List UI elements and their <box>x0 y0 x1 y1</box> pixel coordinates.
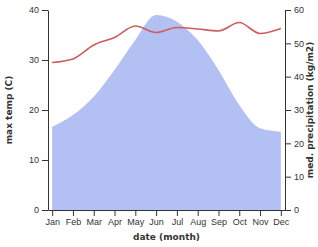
tick-mark <box>42 60 48 61</box>
tick: 20 <box>285 139 304 149</box>
tick-mark <box>285 43 291 44</box>
tick-label: Jan <box>45 217 60 227</box>
tick-mark <box>156 210 157 216</box>
tick: Mar <box>86 210 102 227</box>
tick: Oct <box>233 210 248 227</box>
precipitation-area <box>52 15 281 210</box>
tick-label: Jul <box>172 217 184 227</box>
tick: May <box>127 210 145 227</box>
tick-mark <box>285 77 291 78</box>
tick-label: Dec <box>273 217 290 227</box>
tick-label: 0 <box>34 205 39 215</box>
y-axis: 0 10 20 30 40 <box>29 5 49 215</box>
tick-mark <box>42 210 48 211</box>
tick-label: 40 <box>29 5 39 15</box>
tick-mark <box>42 110 48 111</box>
tick-label: Feb <box>66 217 82 227</box>
tick: Aug <box>190 210 206 227</box>
tick-label: 10 <box>29 155 39 165</box>
tick-mark <box>260 210 261 216</box>
tick: 20 <box>29 105 48 115</box>
tick-label: 0 <box>294 205 299 215</box>
tick-label: Sep <box>211 217 227 227</box>
tick: 30 <box>29 55 48 65</box>
tick-mark <box>239 210 240 216</box>
tick: 40 <box>29 5 48 15</box>
temperature-line <box>52 23 281 63</box>
tick-label: Oct <box>233 217 248 227</box>
tick: 30 <box>285 105 304 115</box>
tick-mark <box>281 210 282 216</box>
tick: 10 <box>285 172 304 182</box>
tick-label: 50 <box>294 39 304 49</box>
tick-mark <box>218 210 219 216</box>
tick-label: 30 <box>29 55 39 65</box>
tick: Dec <box>273 210 290 227</box>
tick-label: Aug <box>190 217 206 227</box>
tick-mark <box>115 210 116 216</box>
plot-area <box>52 15 281 210</box>
tick: Jan <box>45 210 60 227</box>
tick-mark <box>198 210 199 216</box>
tick-mark <box>177 210 178 216</box>
tick-label: Nov <box>253 217 270 227</box>
tick: 0 <box>34 205 48 215</box>
tick-label: 10 <box>294 172 304 182</box>
tick: 60 <box>285 5 304 15</box>
x-axis: Jan Feb Mar Apr May Jun Jul Aug Sep Oct NovDec <box>45 210 289 227</box>
tick: Jul <box>172 210 184 227</box>
tick-mark <box>135 210 136 216</box>
tick-label: 60 <box>294 5 304 15</box>
tick: 0 <box>285 205 299 215</box>
tick-mark <box>285 10 291 11</box>
tick-mark <box>42 160 48 161</box>
tick-label: May <box>127 217 145 227</box>
chart: 0 10 20 30 40 0 10 20 30 40 50 60 Jan Feb Mar Apr May Jun… <box>0 0 318 247</box>
tick: Apr <box>108 210 122 227</box>
tick-mark <box>52 210 53 216</box>
tick: Nov <box>253 210 270 227</box>
axis-line <box>48 11 49 211</box>
tick-mark <box>73 210 74 216</box>
x-axis-title: date (month) <box>133 232 200 242</box>
tick-mark <box>285 110 291 111</box>
tick-label: 20 <box>29 105 39 115</box>
y2-axis: 0 10 20 30 40 50 60 <box>285 5 304 215</box>
y-axis-title: max temp (C) <box>4 76 14 145</box>
tick: Feb <box>66 210 82 227</box>
tick-label: Apr <box>108 217 122 227</box>
tick-mark <box>285 143 291 144</box>
tick-label: 40 <box>294 72 304 82</box>
tick: 10 <box>29 155 48 165</box>
axis-line <box>49 210 286 211</box>
tick: 50 <box>285 39 304 49</box>
tick: 40 <box>285 72 304 82</box>
tick: Sep <box>211 210 227 227</box>
tick-label: Mar <box>86 217 102 227</box>
tick-label: Jun <box>149 217 164 227</box>
tick-mark <box>285 210 291 211</box>
tick-label: 30 <box>294 105 304 115</box>
tick-mark <box>42 10 48 11</box>
tick-mark <box>285 177 291 178</box>
tick-label: 20 <box>294 139 304 149</box>
y2-axis-title: med. precipitation (kg/m2) <box>305 42 315 178</box>
tick: Jun <box>149 210 164 227</box>
tick-mark <box>94 210 95 216</box>
